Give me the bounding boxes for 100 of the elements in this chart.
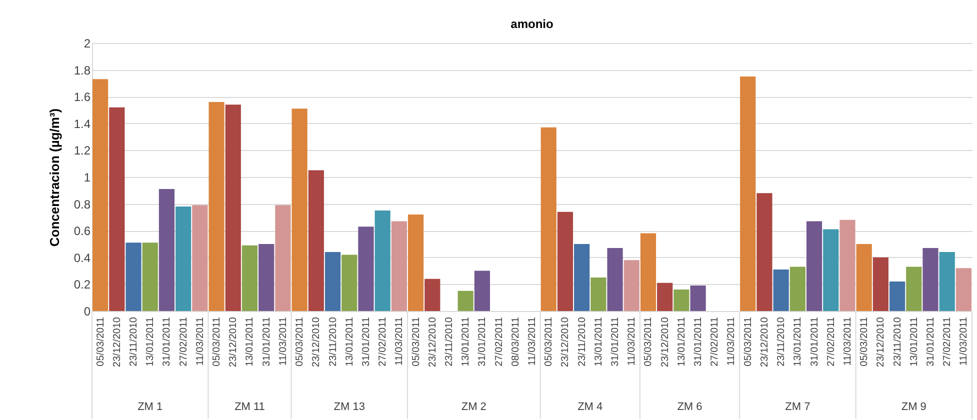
- bar: [225, 104, 241, 311]
- x-tick-label: 13/01/2011: [145, 316, 156, 366]
- bar: [408, 214, 424, 311]
- bar: [790, 266, 806, 311]
- x-tick-label: 11/03/2011: [194, 316, 206, 366]
- chart-title: amonio: [510, 17, 554, 31]
- bar: [158, 189, 175, 311]
- bar: [840, 220, 856, 311]
- bar: [540, 127, 556, 311]
- bar: [640, 233, 656, 311]
- y-tick-label: 2: [84, 36, 91, 50]
- bar: [607, 248, 623, 311]
- y-axis-title: Concentracion (µg/m³): [46, 108, 62, 247]
- x-tick-label: 13/01/2011: [792, 316, 804, 366]
- text: ZM 1: [138, 401, 163, 413]
- x-tick-label: 31/01/2011: [693, 316, 704, 366]
- x-tick-label: 05/03/2011: [742, 316, 754, 366]
- bar: [806, 221, 822, 311]
- x-tick-label: 13/01/2011: [460, 316, 472, 366]
- y-tick-label: 0: [84, 304, 91, 318]
- bar: [557, 212, 574, 311]
- text: ZM 7: [785, 401, 810, 413]
- bar: [292, 108, 308, 311]
- bar: [590, 278, 606, 311]
- x-tick-label: 11/03/2011: [626, 316, 638, 366]
- bar: [906, 266, 922, 311]
- x-tick-label: 23/11/2010: [776, 316, 788, 366]
- x-tick-label: 27/02/2011: [494, 316, 505, 366]
- x-tick-label: 11/03/2011: [958, 316, 970, 366]
- bar: [657, 282, 673, 311]
- x-tick-label: 23/11/2010: [892, 316, 904, 366]
- x-tick-label: 23/11/2010: [444, 316, 455, 366]
- bar: [391, 221, 407, 311]
- bar: [424, 278, 440, 311]
- y-tick-label: 1.2: [74, 144, 91, 158]
- bar: [690, 286, 706, 311]
- text: ZM 4: [578, 401, 603, 413]
- bar: [872, 257, 888, 311]
- bar: [208, 102, 224, 311]
- bar: [458, 290, 474, 311]
- x-tick-label: 27/02/2011: [942, 316, 954, 366]
- bar: [275, 205, 291, 311]
- bar: [358, 226, 374, 311]
- x-tick-label: 05/03/2011: [859, 316, 870, 366]
- x-tick-label: 23/12/2010: [311, 316, 322, 368]
- x-tick-label: 13/01/2011: [344, 316, 356, 366]
- bar: [109, 107, 125, 311]
- bar: [92, 79, 108, 311]
- x-tick-label: 08/03/2011: [510, 316, 522, 366]
- bar: [956, 268, 972, 311]
- bar: [773, 269, 789, 311]
- x-tick-label: 23/12/2010: [228, 316, 240, 368]
- x-tick-label: 13/01/2011: [908, 316, 920, 366]
- x-tick-label: 23/11/2010: [328, 316, 339, 366]
- bar: [126, 242, 142, 311]
- x-tick-label: 13/01/2011: [593, 316, 604, 366]
- x-tick-label: 11/03/2011: [527, 316, 538, 366]
- x-tick-label: 05/03/2011: [544, 316, 555, 366]
- text: ZM 2: [461, 401, 486, 413]
- text: ZM 9: [901, 401, 926, 413]
- x-tick-label: 31/01/2011: [809, 316, 820, 366]
- bar: [258, 244, 274, 311]
- text: ZM 6: [677, 401, 702, 413]
- bar: [142, 242, 158, 311]
- bar: [324, 252, 341, 311]
- x-tick-label: 23/12/2010: [876, 316, 887, 368]
- y-tick-label: 1.8: [74, 63, 91, 78]
- x-tick-label: 05/03/2011: [410, 316, 422, 366]
- x-tick-label: 05/03/2011: [643, 316, 654, 366]
- y-tick-label: 0.8: [74, 197, 91, 212]
- bar: [922, 248, 938, 311]
- bar: [374, 210, 390, 311]
- text: ZM 13: [334, 401, 365, 413]
- y-tick-label: 1: [84, 170, 91, 184]
- x-tick-label: 11/03/2011: [394, 316, 406, 366]
- bar: [939, 252, 955, 311]
- x-tick-label: 23/11/2010: [128, 316, 140, 366]
- bar: [342, 254, 358, 311]
- x-tick-label: 05/03/2011: [294, 316, 306, 366]
- bar: [176, 206, 192, 311]
- x-tick-label: 13/01/2011: [676, 316, 688, 366]
- y-tick-label: 0.2: [74, 278, 91, 292]
- x-tick-label: 23/12/2010: [112, 316, 123, 368]
- x-tick-label: 31/01/2011: [610, 316, 622, 366]
- x-tick-label: 27/02/2011: [710, 316, 721, 366]
- x-tick-label: 13/01/2011: [244, 316, 256, 366]
- x-tick-label: 23/12/2010: [427, 316, 438, 368]
- bar: [740, 76, 756, 311]
- y-tick-label: 0.4: [74, 250, 91, 265]
- bar: [474, 270, 490, 311]
- x-tick-label: 27/02/2011: [378, 316, 389, 366]
- bar: [889, 282, 906, 311]
- x-tick-label: 31/01/2011: [261, 316, 272, 366]
- y-tick-label: 1.4: [74, 116, 91, 131]
- bar: [674, 290, 690, 311]
- x-tick-label: 23/12/2010: [660, 316, 671, 368]
- x-tick-label: 23/12/2010: [560, 316, 572, 368]
- text: ZM 11: [234, 401, 265, 413]
- x-tick-label: 31/01/2011: [162, 316, 173, 366]
- bar: [756, 193, 772, 311]
